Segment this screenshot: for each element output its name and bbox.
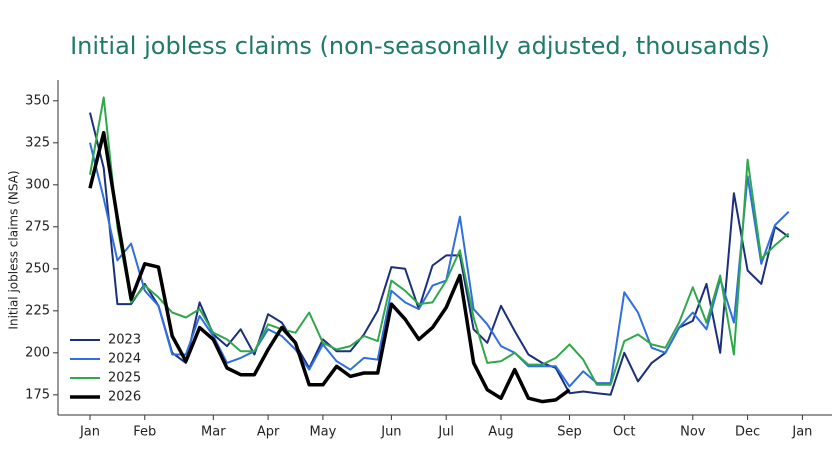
- y-tick-label: 200: [25, 345, 50, 360]
- y-tick-label: 275: [25, 219, 50, 234]
- y-axis-label: Initial jobless claims (NSA): [7, 170, 21, 329]
- y-tick-label: 250: [25, 261, 50, 276]
- x-tick-label: Mar: [201, 425, 226, 440]
- y-tick-label: 300: [25, 177, 50, 192]
- x-tick-label: Sep: [557, 425, 582, 440]
- x-tick-label: May: [309, 425, 336, 440]
- series-line: [89, 142, 790, 388]
- x-tick-label: Jan: [79, 425, 100, 440]
- series-line: [89, 112, 790, 396]
- y-tick-label: 175: [25, 387, 50, 402]
- legend-label: 2023: [108, 333, 141, 348]
- legend-label: 2024: [108, 352, 141, 367]
- x-tick-label: Jun: [380, 425, 401, 440]
- y-tick-label: 225: [25, 303, 50, 318]
- legend-label: 2026: [108, 390, 141, 405]
- x-tick-label: Dec: [735, 425, 760, 440]
- x-tick-label: Feb: [133, 425, 156, 440]
- x-tick-label: Oct: [613, 425, 635, 440]
- chart-title: Initial jobless claims (non-seasonally a…: [70, 32, 770, 60]
- x-tick-label: Aug: [488, 425, 513, 440]
- x-tick-label: Jul: [437, 425, 454, 440]
- series-line: [89, 96, 790, 386]
- x-tick-label: Nov: [680, 425, 706, 440]
- y-tick-label: 350: [25, 93, 50, 108]
- y-tick-label: 325: [25, 135, 50, 150]
- legend-label: 2025: [108, 371, 141, 386]
- x-tick-label: Apr: [257, 425, 280, 440]
- series-line: [88, 130, 571, 404]
- x-tick-label: Jan: [791, 425, 812, 440]
